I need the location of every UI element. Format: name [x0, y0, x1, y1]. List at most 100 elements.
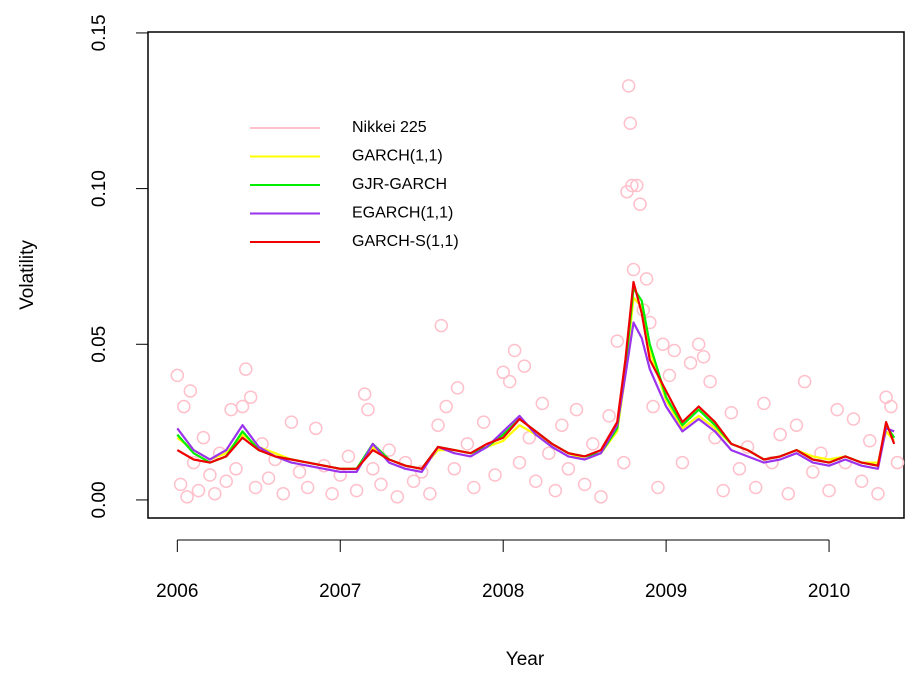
- x-axis-title: Year: [506, 649, 545, 670]
- x-tick-label: 2006: [156, 581, 198, 602]
- data-point: [361, 402, 375, 417]
- data-point: [748, 480, 763, 495]
- data-point: [196, 430, 211, 445]
- data-point: [431, 418, 445, 432]
- data-point: [460, 437, 475, 451]
- data-point: [724, 406, 739, 420]
- data-point: [830, 402, 844, 417]
- data-point: [602, 409, 616, 423]
- data-point: [357, 387, 372, 401]
- data-point: [349, 483, 364, 498]
- data-point: [651, 480, 665, 495]
- data-point: [219, 474, 233, 489]
- data-point: [191, 483, 206, 498]
- series-line: [176, 321, 895, 473]
- data-point: [300, 480, 315, 495]
- data-point: [732, 462, 747, 476]
- y-tick-label: 0.10: [89, 170, 110, 207]
- legend-label: GJR-GARCH: [352, 176, 447, 193]
- data-point: [170, 368, 185, 383]
- data-point: [623, 116, 638, 130]
- data-point: [512, 455, 527, 470]
- y-axis-title: Volatility: [17, 240, 38, 310]
- data-point: [621, 79, 636, 93]
- data-point: [434, 318, 449, 333]
- data-point: [773, 427, 787, 442]
- data-point: [884, 399, 898, 414]
- data-point: [626, 262, 641, 277]
- data-point: [406, 474, 421, 489]
- data-point: [317, 458, 331, 473]
- data-point: [366, 462, 380, 476]
- data-point: [617, 455, 631, 470]
- data-point: [625, 178, 639, 193]
- data-point: [879, 390, 893, 404]
- legend-label: Nikkei 225: [352, 119, 427, 136]
- data-point: [806, 465, 820, 479]
- data-point: [325, 486, 339, 501]
- data-point: [261, 471, 276, 485]
- data-point: [382, 443, 396, 457]
- data-point: [863, 434, 877, 448]
- data-point: [243, 390, 258, 404]
- series-line: [176, 296, 896, 470]
- data-point: [822, 483, 836, 498]
- data-point: [630, 178, 644, 193]
- data-point: [439, 399, 453, 414]
- data-point: [548, 483, 563, 498]
- data-point: [555, 418, 569, 432]
- data-point: [224, 402, 238, 417]
- data-point: [871, 486, 885, 501]
- data-point: [467, 480, 481, 495]
- plot-frame: [147, 31, 905, 519]
- series-line: [176, 287, 896, 470]
- data-point: [846, 412, 861, 426]
- data-point: [284, 415, 299, 429]
- data-point: [177, 399, 191, 414]
- data-point: [517, 359, 532, 373]
- legend-label: GARCH-S(1,1): [352, 233, 459, 250]
- x-tick-label: 2007: [319, 581, 361, 602]
- data-point: [208, 486, 222, 501]
- data-point: [292, 465, 307, 479]
- data-point: [577, 477, 592, 492]
- data-point: [691, 337, 706, 352]
- data-point: [561, 462, 576, 476]
- data-point: [594, 490, 608, 504]
- data-point: [797, 374, 812, 389]
- data-point: [633, 197, 647, 211]
- legend-label: EGARCH(1,1): [352, 205, 453, 222]
- data-point: [450, 381, 465, 395]
- y-tick-label: 0.00: [89, 481, 110, 518]
- data-point: [180, 490, 194, 504]
- legend: Nikkei 225 GARCH(1,1) GJR-GARCH EGARCH(1,1)…: [250, 119, 459, 250]
- data-point: [239, 362, 253, 376]
- data-point: [276, 486, 290, 501]
- legend-label: GARCH(1,1): [352, 148, 443, 165]
- data-point: [662, 368, 677, 383]
- x-tick-label: 2009: [645, 581, 687, 602]
- data-point: [757, 396, 771, 411]
- data-point: [703, 374, 717, 389]
- data-point: [203, 468, 217, 482]
- data-point: [341, 449, 356, 464]
- data-point: [656, 337, 670, 352]
- data-point: [496, 365, 510, 380]
- data-point: [476, 415, 491, 429]
- y-tick-label: 0.05: [89, 326, 110, 363]
- data-point: [683, 356, 698, 370]
- data-point: [716, 483, 730, 498]
- data-point: [414, 465, 429, 479]
- data-point: [814, 446, 828, 460]
- data-point: [507, 343, 522, 358]
- data-point: [488, 468, 502, 482]
- data-point: [675, 455, 690, 470]
- data-point: [229, 462, 243, 476]
- x-tick-label: 2008: [482, 581, 524, 602]
- data-point: [781, 486, 796, 501]
- data-point: [183, 384, 198, 398]
- data-point: [646, 399, 660, 414]
- data-point: [423, 486, 437, 501]
- data-point: [789, 418, 804, 432]
